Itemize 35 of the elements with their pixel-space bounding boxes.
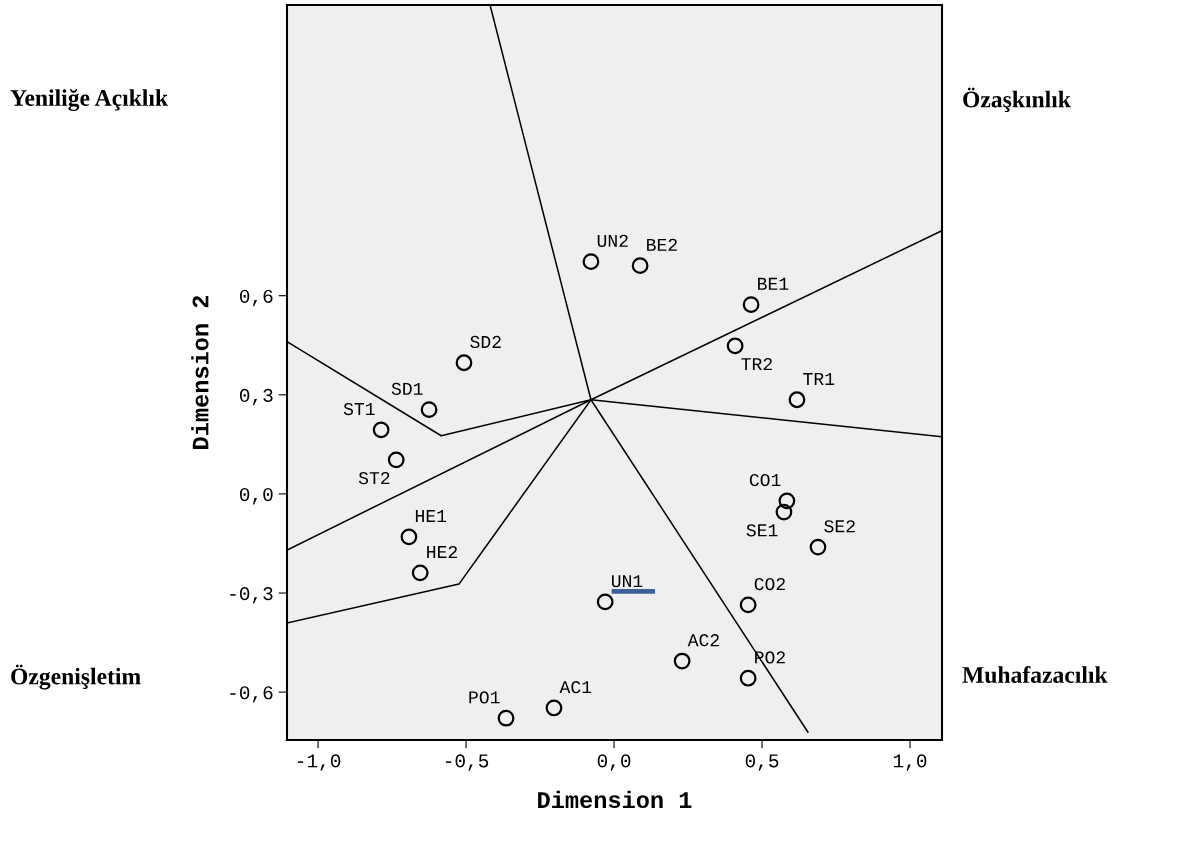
data-label: AC2 (687, 634, 719, 647)
x-tick-label: -0,5 (445, 754, 489, 771)
y-tick-label: 0,3 (239, 388, 273, 406)
data-label: TR2 (741, 358, 772, 371)
y-tick-label: -0,3 (230, 587, 273, 604)
data-label: UN1 (611, 575, 643, 588)
data-label: UN2 (597, 234, 628, 247)
x-tick-label: -1,0 (297, 754, 341, 771)
data-label: CO2 (754, 577, 785, 591)
data-label: AC1 (559, 681, 592, 694)
data-label: BE1 (758, 277, 789, 290)
data-label: BE2 (647, 238, 677, 251)
y-axis-title: Dimension 2 (191, 295, 209, 449)
data-label: TR1 (803, 373, 835, 385)
y-tick-label: 0,6 (239, 289, 273, 307)
text: Özgenişletim (11, 664, 141, 690)
data-label: ST2 (358, 471, 390, 485)
data-label: CO1 (749, 473, 781, 487)
text: Özaşkınlık (963, 87, 1071, 113)
x-tick-label: 0,0 (597, 754, 631, 771)
data-label: ST1 (343, 402, 375, 416)
data-label: PO1 (469, 691, 500, 704)
data-label: HE1 (415, 510, 447, 522)
data-label: SE1 (746, 524, 778, 537)
y-tick-label: -0,6 (230, 686, 273, 703)
x-tick-label: 1,0 (893, 754, 927, 771)
data-label: SD2 (470, 335, 501, 349)
x-tick-label: 0,5 (745, 754, 779, 771)
data-label: SE2 (824, 520, 855, 533)
data-label: HE2 (427, 545, 457, 558)
text: Muhafazacılık (962, 666, 1108, 683)
x-axis-title: Dimension 1 (538, 790, 692, 809)
y-tick-label: 0,0 (239, 487, 273, 505)
text: Yeniliğe Açıklık (10, 89, 169, 111)
data-label: SD1 (391, 382, 423, 395)
